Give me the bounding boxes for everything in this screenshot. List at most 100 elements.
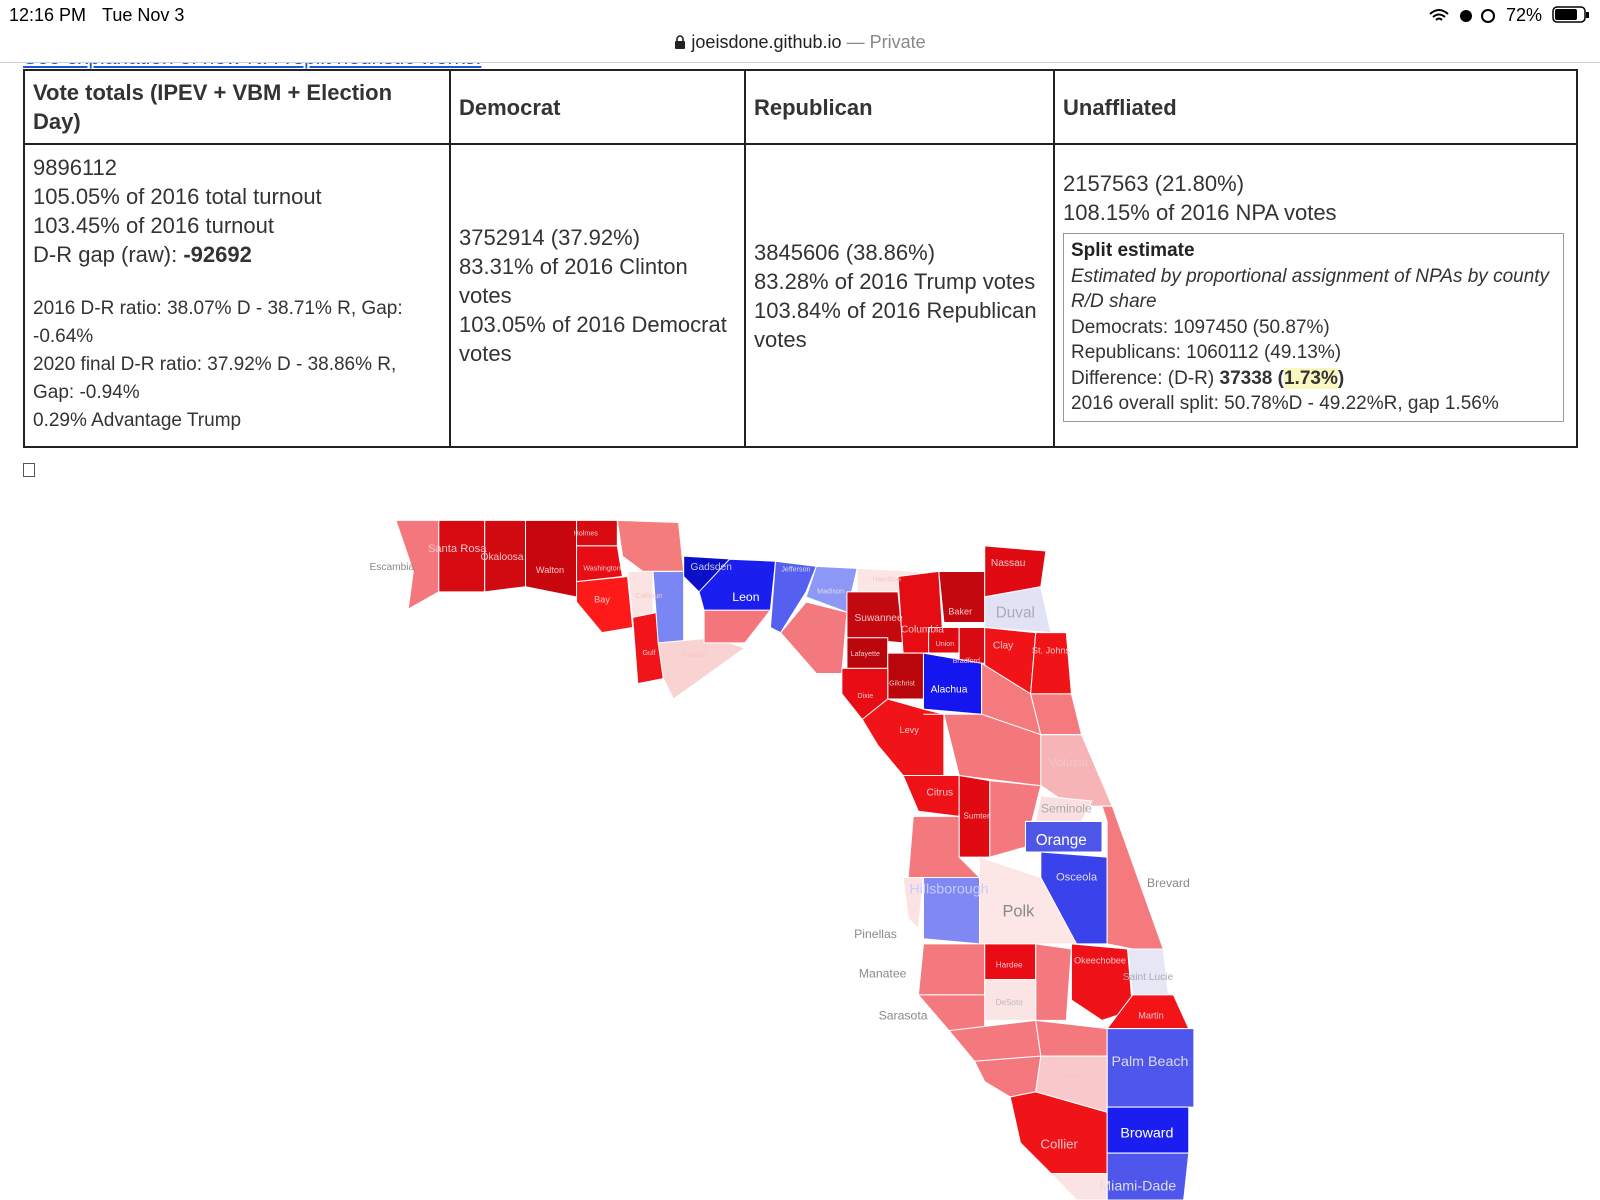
county-label: Nassau — [991, 558, 1026, 569]
county-label: Hendry — [1062, 1072, 1085, 1080]
diff-open: ( — [1277, 367, 1284, 389]
county-label: Polk — [1003, 903, 1036, 921]
text-line: 83.28% of 2016 Trump votes — [754, 268, 1036, 294]
county-label: Franklin — [681, 651, 706, 659]
split-line: Democrats: 1097450 (50.87%) — [1071, 316, 1330, 338]
text-line: 9896112 — [33, 155, 118, 180]
county-label: Union — [936, 640, 955, 648]
url-mode: — Private — [846, 32, 926, 52]
address-bar[interactable]: joeisdone.github.io — Private — [0, 30, 1600, 63]
text-line: 3752914 (37.92%) — [459, 225, 641, 250]
county-label: Martin — [1138, 1011, 1163, 1021]
county-label: Calhoun — [636, 592, 663, 600]
county-label: Duval — [996, 604, 1035, 621]
county-label: Escambia — [369, 562, 414, 573]
totals-cell: 9896112 105.05% of 2016 total turnout 10… — [23, 143, 451, 448]
county-label: Saint Lucie — [1123, 972, 1174, 983]
county-label: Holmes — [574, 530, 599, 538]
broken-image-icon — [23, 463, 35, 477]
county-label: Jefferson — [781, 565, 810, 573]
note: 0.29% Advantage Trump — [33, 410, 242, 431]
text-line: 83.31% of 2016 Clinton votes — [459, 254, 688, 308]
county-label: Okeechobee — [1074, 956, 1126, 966]
county-label: Suwannee — [854, 613, 902, 624]
county-label: Seminole — [1041, 801, 1092, 815]
gap-line: D-R gap (raw): -92692 — [33, 240, 441, 269]
county-label: Levy — [899, 725, 919, 735]
county-label: Hamilton — [873, 575, 901, 583]
note: 2020 final D-R ratio: 37.92% D - 38.86% … — [33, 354, 397, 403]
county-label: Columbia — [901, 624, 944, 635]
note: 2016 D-R ratio: 38.07% D - 38.71% R, Gap… — [33, 298, 403, 347]
county-label: Bay — [594, 594, 610, 604]
split-title: Split estimate — [1071, 240, 1195, 262]
county-label: Lafayette — [851, 650, 880, 658]
county-label: Walton — [536, 565, 564, 575]
democrat-cell: 3752914 (37.92%) 83.31% of 2016 Clinton … — [449, 143, 746, 448]
county-label: Washington — [583, 564, 620, 572]
county-label: Palm Beach — [1112, 1054, 1189, 1070]
battery-level: 72% — [1506, 5, 1543, 25]
diff-label: Difference: (D-R) — [1071, 367, 1220, 389]
county-label: Baker — [948, 607, 972, 617]
county-label: Sarasota — [879, 1009, 928, 1023]
gap-value: -92692 — [183, 242, 252, 267]
split-line: Republicans: 1060112 (49.13%) — [1071, 342, 1342, 364]
county-label: Pinellas — [854, 927, 897, 941]
text-line: 103.45% of 2016 turnout — [33, 213, 274, 238]
county-label: Gilchrist — [889, 680, 915, 688]
time: 12:16 PM — [9, 5, 87, 25]
diff-close: ) — [1337, 367, 1345, 389]
split-diff: Difference: (D-R) 37338 (1.73%) — [1071, 366, 1556, 392]
lock-icon — [675, 35, 686, 49]
county-label: Alachua — [931, 684, 968, 695]
county-label: Manatee — [859, 967, 907, 981]
text-line: 103.84% of 2016 Republican votes — [754, 297, 1037, 352]
county-label: Citrus — [926, 788, 953, 799]
county-label: Bradford — [953, 657, 980, 665]
url-domain: joeisdone.github.io — [691, 32, 842, 52]
county-label: Okaloosa — [481, 552, 524, 563]
text-line: 103.05% of 2016 Democrat votes — [459, 312, 727, 366]
split-line: 2016 overall split: 50.78%D - 49.22%R, g… — [1071, 393, 1499, 415]
unaffiliated-cell: 2157563 (21.80%) 108.15% of 2016 NPA vot… — [1053, 143, 1578, 448]
county-label: Hardee — [996, 960, 1023, 969]
county-label: Orange — [1036, 832, 1087, 849]
county-label: Leon — [732, 590, 759, 604]
county-label: Miami-Dade — [1099, 1179, 1176, 1195]
gap-label: D-R gap (raw): — [33, 242, 184, 267]
diff-value: 37338 — [1219, 367, 1273, 389]
county-label: Santa Rosa — [428, 543, 487, 555]
county-label: Gulf — [642, 649, 655, 657]
county-label: Collier — [1040, 1136, 1078, 1151]
county-label: Hillsborough — [909, 882, 988, 898]
vote-table: Vote totals (IPEV + VBM + Election Day) … — [23, 69, 1578, 448]
header-cell: Republican — [744, 69, 1055, 145]
county-label: Clay — [993, 641, 1014, 652]
text-line: 3845606 (38.86%) — [754, 239, 936, 265]
county-label: Brevard — [1147, 876, 1190, 890]
split-box: Split estimate Estimated by proportional… — [1063, 233, 1564, 422]
text-line: 108.15% of 2016 NPA votes — [1063, 200, 1337, 226]
county-label: Volusia — [1049, 755, 1089, 769]
county-label: DeSoto — [996, 998, 1024, 1007]
day: Tue Nov 3 — [102, 5, 185, 25]
header-cell: Vote totals (IPEV + VBM + Election Day) — [23, 69, 451, 145]
county-label: Broward — [1120, 1125, 1173, 1141]
status-icons — [1429, 9, 1495, 23]
county-label: St. Johns — [1032, 645, 1071, 655]
republican-cell: 3845606 (38.86%) 83.28% of 2016 Trump vo… — [744, 143, 1055, 448]
county-label: Madison — [817, 588, 844, 596]
county-label: Gadsden — [691, 562, 732, 573]
status-bar: 12:16 PM Tue Nov 3 72% — [0, 0, 1600, 30]
battery-icon — [1552, 6, 1589, 23]
county-label: Dixie — [857, 692, 873, 700]
county-label: Osceola — [1056, 872, 1098, 884]
split-note: Estimated by proportional assignment of … — [1071, 265, 1550, 313]
counties — [395, 519, 1195, 1200]
diff-pct: 1.73% — [1283, 367, 1338, 389]
header-cell: Democrat — [449, 69, 746, 145]
county-label: Sumter — [963, 811, 990, 820]
